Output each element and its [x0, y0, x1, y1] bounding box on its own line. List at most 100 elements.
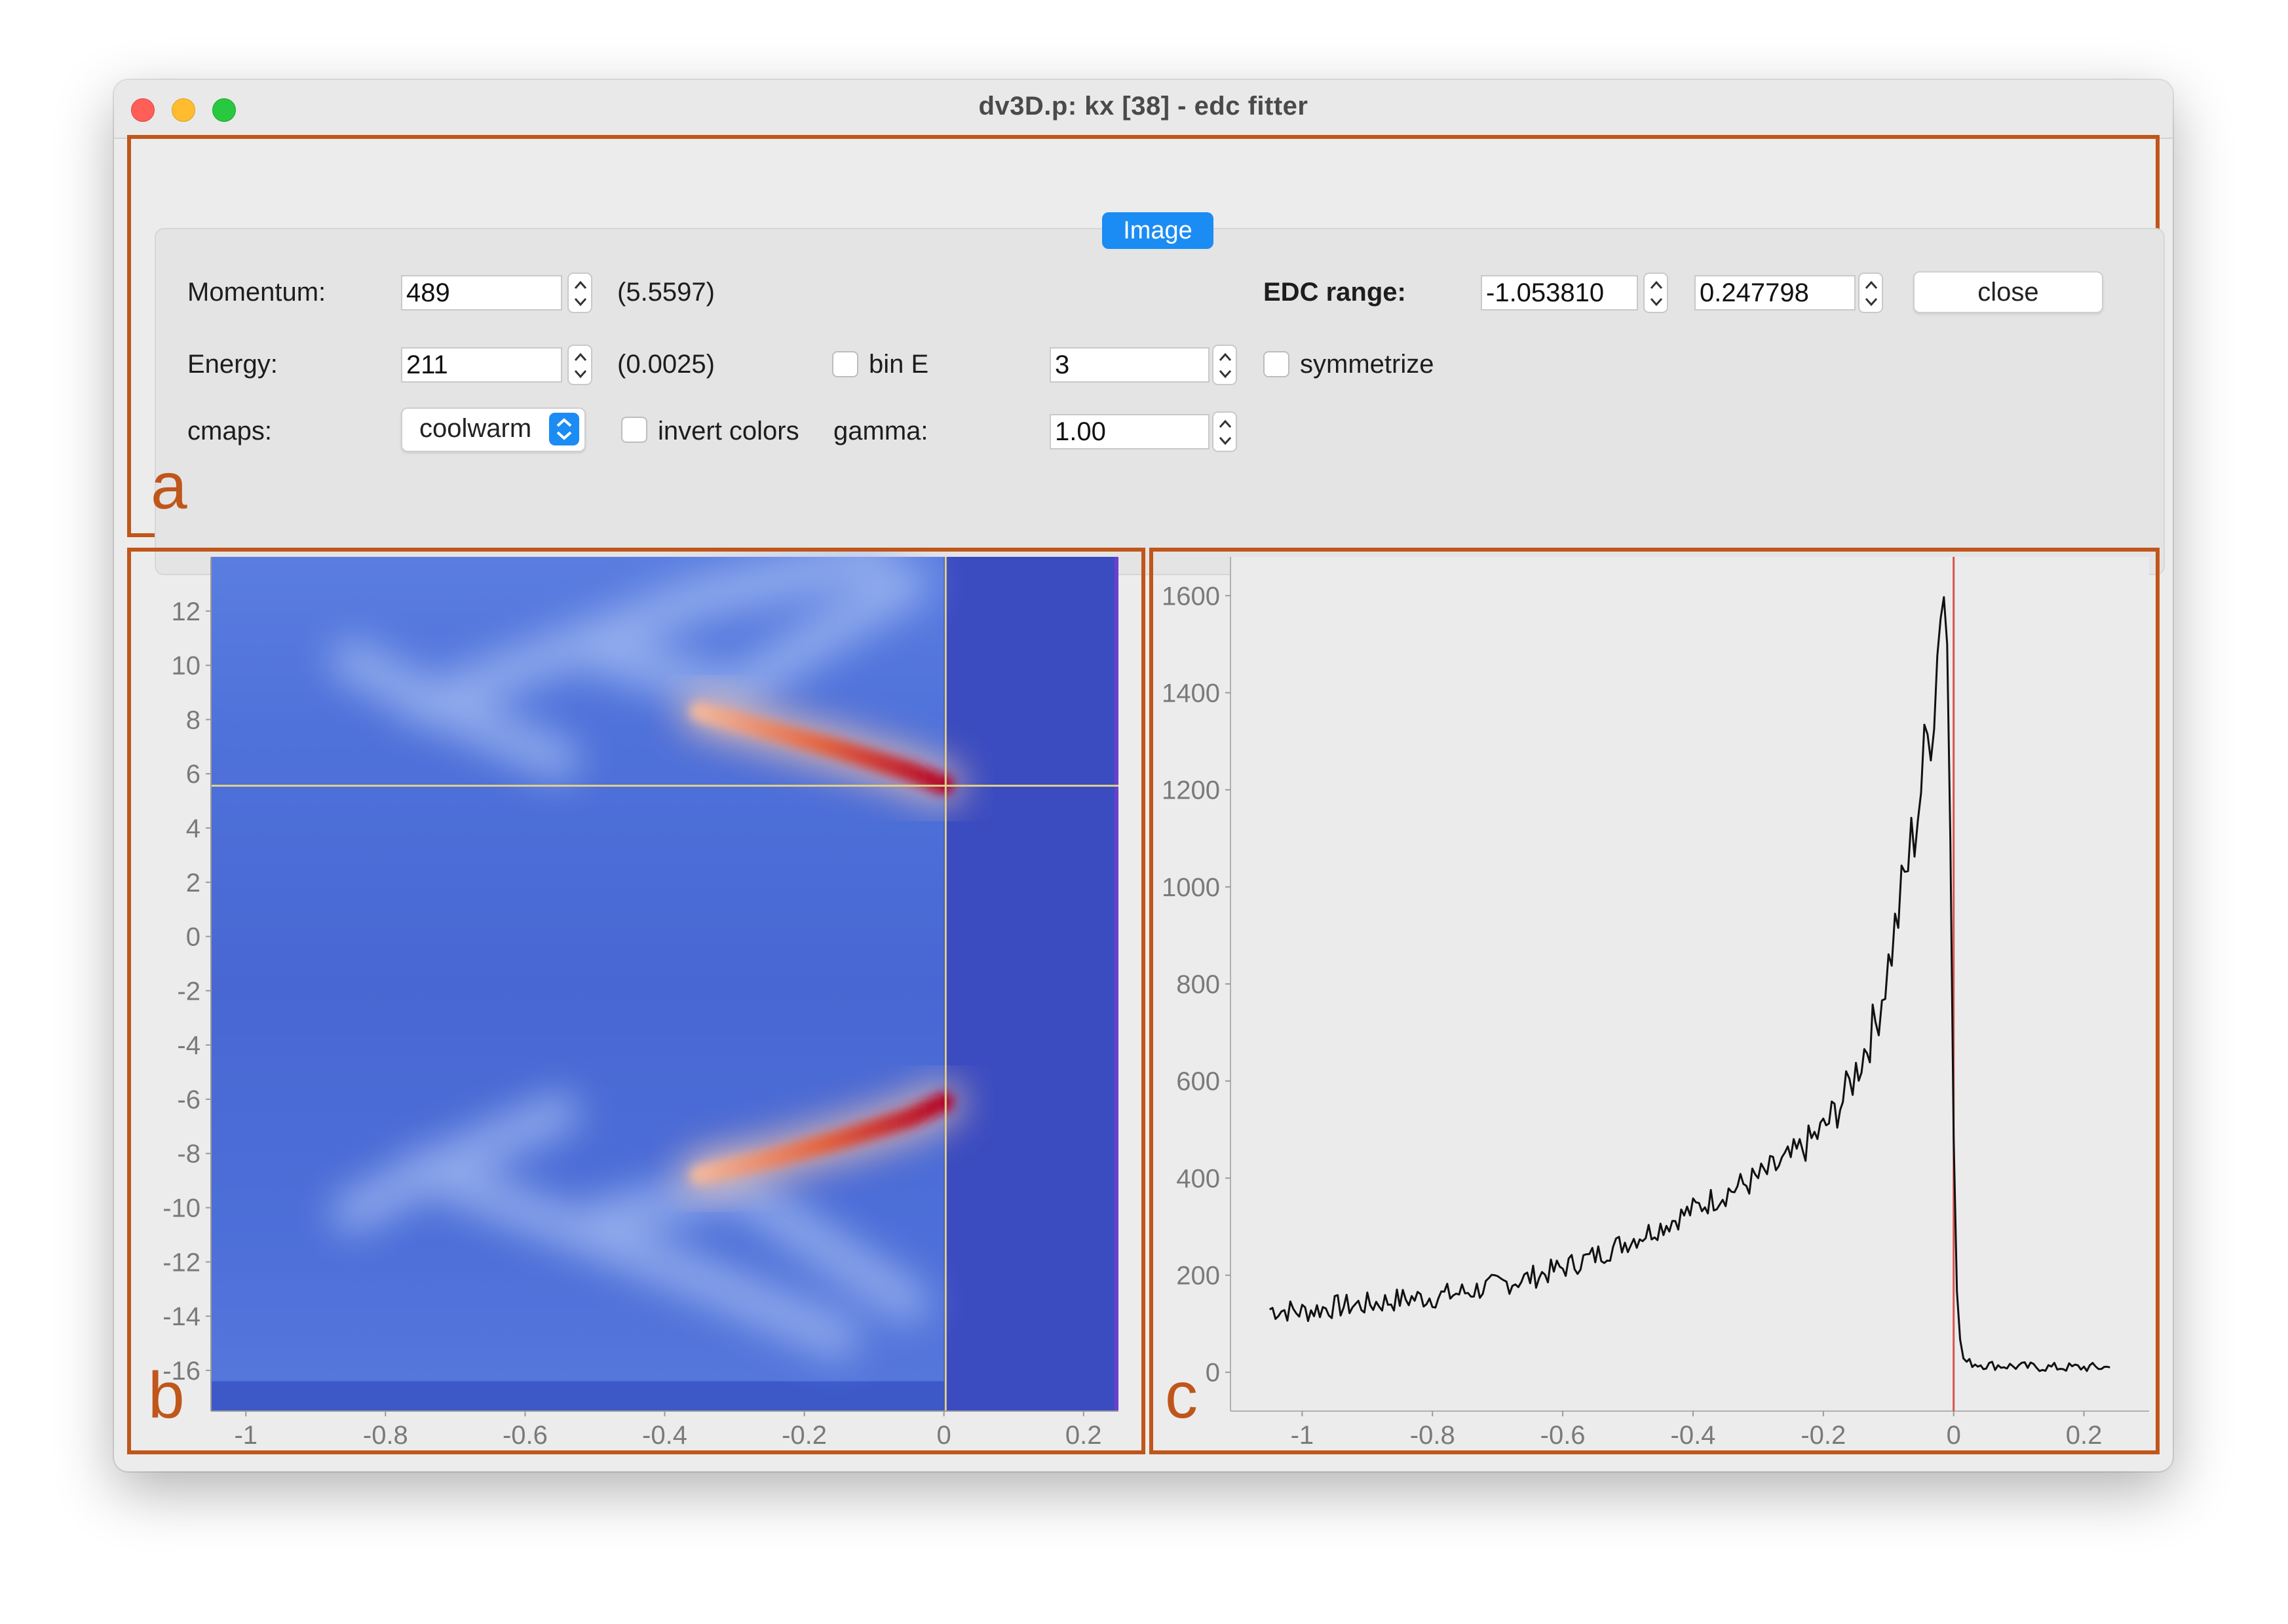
y-tick-label: 200 [1176, 1262, 1220, 1291]
y-tick-label: 0 [1206, 1359, 1220, 1388]
y-tick-label: 4 [186, 814, 200, 843]
stepper-arrows-icon [1219, 352, 1232, 379]
diffuse-band [400, 1150, 859, 1358]
cmaps-label: cmaps: [187, 417, 272, 445]
edc-panel-outline: -1 -0.8 -0.6 -0.4 -0.2 0 0.2 1600 1400 1200 1000 80… [1149, 548, 2160, 1454]
cmaps-selected-value: coolwarm [419, 414, 532, 443]
energy-label: Energy: [187, 350, 278, 379]
edc-range-max-input[interactable]: 0.247798 [1694, 275, 1856, 311]
y-tick-label: -14 [162, 1302, 200, 1331]
diffuse-band [575, 1165, 929, 1323]
y-tick-label: -6 [177, 1086, 200, 1114]
map-edge-strip [1115, 557, 1118, 1411]
close-window-icon[interactable] [131, 98, 155, 122]
momentum-stepper[interactable] [567, 273, 592, 313]
x-tick-label: 0 [937, 1421, 951, 1450]
y-tick-label: -16 [162, 1357, 200, 1386]
upper-band [689, 701, 954, 795]
panel-label-b: b [148, 1359, 185, 1432]
y-tick-label: 600 [1176, 1067, 1220, 1096]
tab-image[interactable]: Image [1102, 212, 1213, 249]
y-tick-label: 800 [1176, 970, 1220, 999]
invert-colors-label: invert colors [658, 417, 799, 445]
diffuse-band [400, 552, 894, 726]
y-tick-label: -12 [162, 1248, 200, 1277]
edc-range-label: EDC range: [1263, 278, 1406, 307]
gamma-stepper[interactable] [1212, 411, 1237, 452]
y-tick-label: 1000 [1162, 873, 1220, 902]
x-tick-label: -0.2 [782, 1421, 827, 1450]
image-panel-outline: -1 -0.8 -0.6 -0.4 -0.2 0 0.2 12 10 8 6 4 2 0 -2 -4 -6 -8 -… [127, 548, 1145, 1454]
y-tick-label: -10 [162, 1194, 200, 1223]
bin-e-stepper[interactable] [1212, 345, 1237, 385]
x-tick-label: -0.8 [363, 1421, 408, 1450]
maximize-window-icon[interactable] [212, 98, 236, 122]
dropdown-arrows-icon [549, 413, 579, 445]
lower-band [689, 1092, 954, 1185]
y-tick-label: 12 [172, 597, 201, 626]
stepper-arrows-icon [574, 280, 587, 307]
title-bar: dv3D.p: kx [38] - edc fitter [114, 80, 2173, 139]
minimize-window-icon[interactable] [172, 98, 195, 122]
edc-curve [1269, 596, 2110, 1372]
close-button[interactable]: close [1913, 271, 2103, 313]
bin-e-input[interactable]: 3 [1050, 347, 1210, 383]
controls-panel-outline: Image Momentum: 489 (5.5597) EDC range: … [127, 135, 2165, 575]
x-tick-label: -1 [1291, 1421, 1314, 1450]
edc-plot-area [1230, 557, 2149, 1411]
momentum-energy-map[interactable]: -1 -0.8 -0.6 -0.4 -0.2 0 0.2 12 10 8 6 4 2 0 -2 -4 -6 -8 -… [131, 552, 1141, 1450]
momentum-readout: (5.5597) [617, 278, 715, 307]
diffuse-band [331, 640, 580, 780]
bin-e-checkbox[interactable] [832, 351, 858, 377]
x-tick-label: -1 [234, 1421, 257, 1450]
x-tick-label: 0.2 [1065, 1421, 1102, 1450]
y-tick-label: 1200 [1162, 776, 1220, 805]
x-tick-label: -0.4 [1671, 1421, 1716, 1450]
diffuse-band [331, 1093, 580, 1233]
y-tick-label: -2 [177, 977, 200, 1006]
stepper-arrows-icon [1219, 419, 1232, 445]
energy-input[interactable]: 211 [401, 347, 562, 383]
bin-e-label: bin E [869, 350, 929, 379]
cmaps-select[interactable]: coolwarm [401, 407, 586, 452]
edc-fitter-window: dv3D.p: kx [38] - edc fitter Image Momen… [114, 80, 2173, 1471]
panel-label-c: c [1165, 1359, 1198, 1432]
edc-range-min-input[interactable]: -1.053810 [1481, 275, 1638, 311]
x-tick-label: -0.8 [1410, 1421, 1455, 1450]
bottom-dark-strip [211, 1381, 944, 1411]
gamma-label: gamma: [833, 417, 928, 445]
symmetrize-checkbox[interactable] [1263, 351, 1289, 377]
edc-plot[interactable]: -1 -0.8 -0.6 -0.4 -0.2 0 0.2 1600 1400 1200 1000 80… [1153, 552, 2156, 1450]
energy-readout: (0.0025) [617, 350, 715, 379]
y-tick-label: -8 [177, 1140, 200, 1169]
momentum-input[interactable]: 489 [401, 275, 562, 311]
diffuse-bands [331, 552, 929, 1358]
above-fermi-region [944, 557, 1118, 1411]
symmetrize-label: symmetrize [1300, 350, 1434, 379]
y-tick-label: 2 [186, 869, 200, 897]
stepper-arrows-icon [574, 352, 587, 379]
energy-stepper[interactable] [567, 345, 592, 385]
y-tick-label: 400 [1176, 1164, 1220, 1193]
y-tick-label: 6 [186, 760, 200, 789]
x-tick-label: -0.6 [1540, 1421, 1586, 1450]
x-tick-label: -0.2 [1801, 1421, 1846, 1450]
edc-range-max-stepper[interactable] [1858, 273, 1883, 313]
y-tick-label: 10 [172, 652, 201, 681]
y-tick-label: 1600 [1162, 582, 1220, 611]
invert-colors-checkbox[interactable] [621, 417, 647, 443]
y-tick-label: 8 [186, 706, 200, 734]
gamma-input[interactable]: 1.00 [1050, 414, 1210, 449]
diffuse-band [575, 564, 929, 714]
y-tick-label: -4 [177, 1031, 200, 1060]
panel-label-a: a [151, 449, 187, 523]
window-title: dv3D.p: kx [38] - edc fitter [978, 92, 1308, 121]
x-tick-label: -0.6 [503, 1421, 548, 1450]
edc-range-min-stepper[interactable] [1643, 273, 1668, 313]
y-tick-label: 1400 [1162, 679, 1220, 708]
x-tick-label: 0 [1947, 1421, 1961, 1450]
stepper-arrows-icon [1865, 280, 1878, 307]
stepper-arrows-icon [1650, 280, 1663, 307]
x-tick-label: 0.2 [2066, 1421, 2103, 1450]
momentum-label: Momentum: [187, 278, 326, 307]
